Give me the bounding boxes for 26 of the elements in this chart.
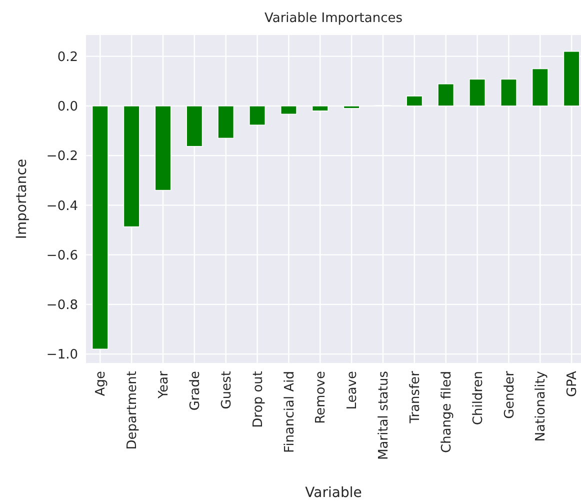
chart-title: Variable Importances: [264, 11, 403, 26]
x-tick-label: Marital status: [376, 370, 392, 460]
y-axis-title: Importance: [14, 158, 30, 240]
x-tick-label: Change filed: [439, 371, 454, 453]
y-tick-label: −0.6: [46, 248, 78, 264]
y-tick-label: −1.0: [46, 348, 78, 363]
x-tick-label: Children: [470, 371, 486, 426]
x-tick-label: Drop out: [250, 371, 266, 428]
x-tick-label: Nationality: [534, 370, 549, 442]
x-tick-label: Year: [156, 370, 172, 400]
y-tick-label: −0.8: [46, 298, 78, 313]
y-tick-label: −0.2: [46, 149, 78, 164]
y-tick-label: −0.4: [46, 198, 78, 214]
x-tick-label: Transfer: [408, 370, 423, 424]
x-tick-label: Leave: [345, 371, 360, 410]
y-tick-label: 0.0: [57, 100, 78, 115]
x-tick-label: Grade: [188, 371, 203, 411]
x-tick-label: GPA: [565, 370, 580, 397]
x-tick-label: Department: [125, 371, 140, 450]
x-tick-label: Gender: [502, 370, 518, 419]
x-tick-label: Age: [94, 371, 109, 396]
x-tick-label: Remove: [314, 371, 329, 424]
x-tick-label: Financial Aid: [282, 371, 298, 453]
x-axis-title: Variable: [305, 485, 362, 501]
x-tick-label: Guest: [219, 371, 234, 410]
y-tick-label: 0.2: [57, 50, 78, 65]
